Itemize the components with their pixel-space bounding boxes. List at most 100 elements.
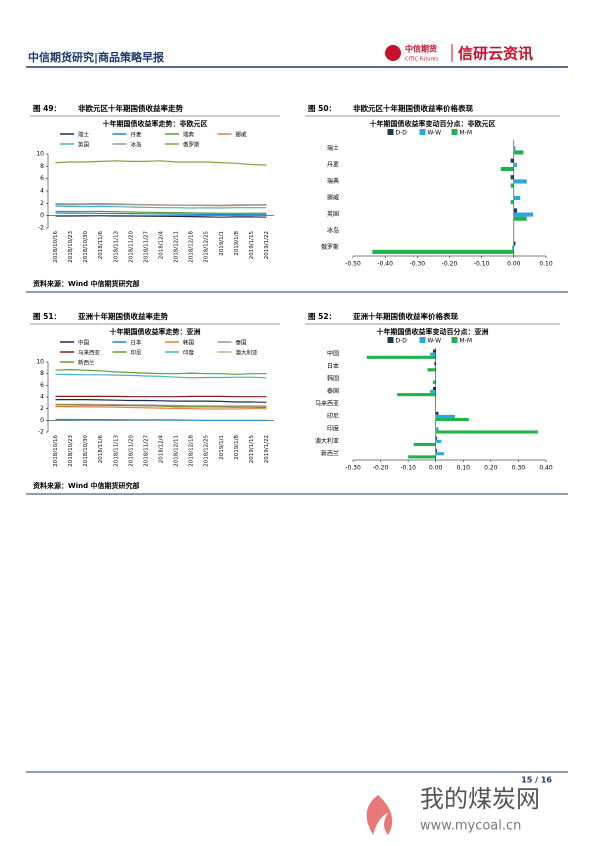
bar bbox=[511, 200, 514, 204]
legend-swatch bbox=[420, 337, 426, 343]
x-tick-label: 2018/12/18 bbox=[189, 435, 195, 467]
category-label: 英国 bbox=[327, 210, 339, 218]
x-tick-label: 2018/10/16 bbox=[53, 231, 59, 263]
y-tick-label: -2 bbox=[38, 225, 44, 232]
legend-swatch bbox=[420, 129, 426, 135]
category-label: 中国 bbox=[327, 350, 339, 358]
category-label: 瑞典 bbox=[327, 177, 339, 185]
figure-caption: 非欧元区十年期国债收益率走势 bbox=[78, 103, 183, 113]
legend-label: 英国 bbox=[78, 141, 90, 149]
legend-label: 新西兰 bbox=[78, 359, 95, 367]
chart-title: 十年期国债收益率变动百分点：非欧元区 bbox=[370, 119, 496, 128]
page-number: 15 / 16 bbox=[521, 776, 552, 785]
bar bbox=[430, 390, 436, 393]
x-tick-label: 2018/10/30 bbox=[83, 231, 89, 263]
source: 资料来源：Wind 中信期货研究部 bbox=[33, 481, 140, 490]
logo-cn: 中信期货 bbox=[405, 44, 437, 54]
watermark-name: 我的煤炭网 bbox=[420, 785, 540, 813]
x-tick-label: 0.40 bbox=[539, 465, 553, 472]
bar bbox=[436, 437, 437, 440]
y-tick-label: 0 bbox=[40, 417, 44, 424]
chart-title: 十年期国债收益率变动百分点：亚洲 bbox=[377, 327, 489, 336]
bar bbox=[514, 217, 527, 221]
legend-label: M-M bbox=[460, 130, 473, 137]
x-tick-label: 2019/1/1 bbox=[219, 231, 225, 256]
legend-label: 印尼 bbox=[131, 350, 143, 357]
category-label: 日本 bbox=[327, 362, 339, 370]
x-tick-label: 2018/11/13 bbox=[113, 435, 119, 467]
bar bbox=[436, 440, 442, 443]
chart-title: 十年期国债收益率走势：非欧元区 bbox=[103, 119, 208, 128]
x-tick-label: 2018/12/25 bbox=[204, 231, 210, 263]
x-tick-label: -0.50 bbox=[345, 261, 361, 268]
legend-label: D-D bbox=[396, 130, 408, 137]
x-tick-label: -0.30 bbox=[345, 465, 361, 472]
y-tick-label: 6 bbox=[40, 175, 44, 182]
legend-label: 马来西亚 bbox=[78, 349, 101, 357]
bar bbox=[511, 175, 514, 179]
figure-label: 图 52： bbox=[308, 312, 336, 321]
bar bbox=[514, 150, 524, 154]
legend-swatch bbox=[388, 129, 394, 135]
bar bbox=[436, 412, 439, 415]
x-tick-label: 2018/12/25 bbox=[204, 435, 210, 467]
x-tick-label: -0.20 bbox=[373, 465, 389, 472]
x-tick-label: -0.40 bbox=[377, 261, 393, 268]
bar bbox=[514, 213, 533, 217]
category-label: 印尼 bbox=[327, 413, 339, 420]
y-tick-label: 0 bbox=[40, 212, 44, 219]
x-tick-label: 0.10 bbox=[539, 261, 553, 268]
category-label: 挪威 bbox=[327, 194, 339, 202]
y-tick-label: 8 bbox=[40, 370, 44, 377]
legend-swatch bbox=[452, 129, 458, 135]
bar bbox=[433, 381, 436, 384]
logo-icon bbox=[385, 45, 401, 61]
bar bbox=[436, 452, 444, 455]
y-tick-label: 10 bbox=[36, 151, 44, 158]
bar bbox=[372, 250, 514, 254]
y-tick-label: 10 bbox=[36, 359, 44, 366]
category-label: 泰国 bbox=[327, 387, 339, 395]
legend-label: 澳大利亚 bbox=[236, 349, 259, 357]
source: 资料来源：Wind 中信期货研究部 bbox=[33, 279, 140, 288]
x-tick-label: 2019/1/8 bbox=[234, 231, 240, 256]
x-tick-label: 2019/1/15 bbox=[249, 231, 255, 260]
bar bbox=[514, 196, 520, 200]
legend-label: 挪威 bbox=[236, 131, 248, 139]
x-tick-label: 2019/1/15 bbox=[249, 435, 255, 464]
bar bbox=[514, 242, 516, 246]
figure-caption: 非欧元区十年期国债收益率价格表现 bbox=[353, 103, 473, 113]
x-tick-label: 2018/12/4 bbox=[159, 231, 165, 260]
x-tick-label: 2018/10/30 bbox=[83, 435, 89, 467]
bar bbox=[367, 356, 436, 359]
figure-label: 图 50： bbox=[308, 104, 336, 113]
category-label: 印度 bbox=[327, 424, 339, 432]
y-tick-label: 8 bbox=[40, 163, 44, 170]
x-tick-label: 2018/11/6 bbox=[98, 435, 104, 464]
bar bbox=[433, 350, 436, 353]
bar bbox=[512, 246, 514, 250]
bar bbox=[436, 449, 437, 452]
y-tick-label: -2 bbox=[38, 429, 44, 436]
figure-caption: 亚洲十年期国债收益率价格表现 bbox=[353, 311, 458, 321]
legend-label: 日本 bbox=[131, 339, 143, 347]
x-tick-label: 2018/12/4 bbox=[159, 435, 165, 464]
bar bbox=[397, 393, 436, 396]
y-tick-label: 2 bbox=[40, 405, 44, 412]
bar bbox=[433, 387, 436, 390]
chart-title: 十年期国债收益率走势：亚洲 bbox=[110, 327, 201, 336]
legend-label: 瑞士 bbox=[78, 131, 90, 139]
bar bbox=[436, 427, 439, 430]
category-label: 俄罗斯 bbox=[321, 243, 339, 251]
x-tick-label: -0.30 bbox=[410, 261, 426, 268]
category-label: 澳大利亚 bbox=[315, 437, 339, 445]
bar bbox=[408, 455, 436, 458]
bar bbox=[514, 163, 517, 167]
y-tick-label: 2 bbox=[40, 200, 44, 207]
legend-label: 俄罗斯 bbox=[183, 141, 200, 149]
x-tick-label: 0.00 bbox=[507, 261, 521, 268]
category-label: 韩国 bbox=[327, 375, 339, 383]
x-tick-label: 0.00 bbox=[429, 465, 443, 472]
x-tick-label: 0.30 bbox=[512, 465, 526, 472]
x-tick-label: 2018/11/20 bbox=[128, 231, 134, 263]
